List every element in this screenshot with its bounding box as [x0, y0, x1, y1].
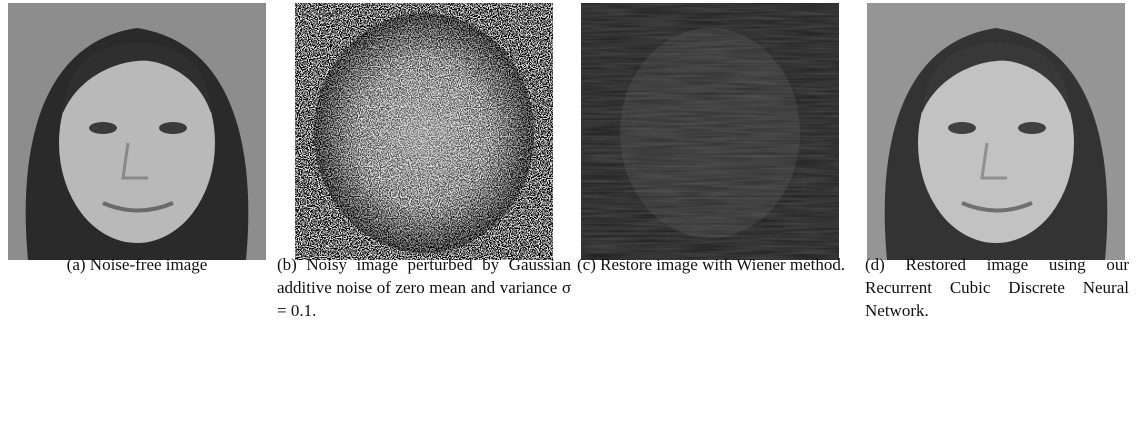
- caption-text: Restored image using our Recurrent Cubic…: [865, 255, 1129, 320]
- caption-label: (a): [67, 255, 86, 274]
- caption-label: (c): [577, 255, 596, 274]
- caption: (d) Restored image using our Recurrent C…: [865, 253, 1129, 322]
- caption-text: Noisy image perturbed by Gaussian additi…: [277, 255, 571, 320]
- caption-text: Noise-free image: [90, 255, 208, 274]
- noisy-image: [295, 3, 553, 260]
- caption-label: (d): [865, 255, 885, 274]
- caption: (b) Noisy image perturbed by Gaussian ad…: [277, 253, 571, 322]
- caption: (c) Restore image with Wiener method.: [577, 253, 861, 276]
- caption-text: Restore image with Wiener method.: [600, 255, 845, 274]
- caption: (a) Noise-free image: [8, 253, 266, 276]
- caption-label: (b): [277, 255, 297, 274]
- figure: (a) Noise-free image (b) Noisy image per…: [0, 0, 1137, 421]
- restored-image: [867, 3, 1125, 260]
- face-image: [8, 3, 266, 260]
- wiener-image: [581, 3, 839, 260]
